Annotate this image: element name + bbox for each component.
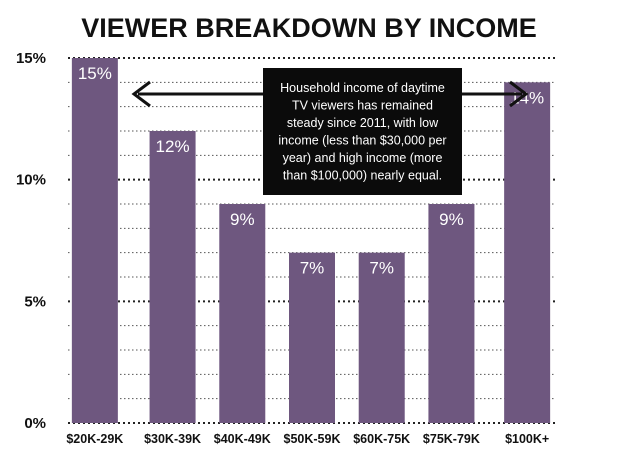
bar-value-label: 15%: [78, 64, 112, 83]
y-axis-ticks: 0% 5% 10% 15%: [16, 50, 46, 432]
x-tick-label: $30K-39K: [144, 432, 201, 446]
x-tick-label: $100K+: [505, 432, 549, 446]
bar: [428, 204, 475, 423]
annotation-line: Household income of daytime: [280, 81, 445, 95]
bar-value-label: 7%: [369, 259, 394, 278]
annotation-line: income (less than $30,000 per: [278, 134, 446, 148]
bar-value-label: 14%: [510, 88, 544, 107]
bar: [358, 252, 405, 423]
annotation-line: TV viewers has remained: [292, 99, 433, 113]
bar-value-label: 12%: [156, 137, 190, 156]
bar: [219, 204, 266, 423]
annotation-line: than $100,000) nearly equal.: [283, 169, 442, 183]
bar-value-label: 9%: [439, 210, 464, 229]
y-tick-label: 15%: [16, 50, 46, 67]
bar: [504, 82, 551, 423]
x-tick-label: $20K-29K: [66, 432, 123, 446]
bar: [149, 131, 196, 423]
x-tick-label: $40K-49K: [214, 432, 271, 446]
y-tick-label: 5%: [24, 293, 46, 310]
bar: [71, 58, 118, 423]
bars: 15% 12% 9% 7% 7% 9% 14%: [71, 58, 551, 423]
x-tick-label: $50K-59K: [284, 432, 341, 446]
arrow-head-left: [131, 80, 151, 108]
y-tick-label: 10%: [16, 172, 46, 189]
chart-title: VIEWER BREAKDOWN BY INCOME: [81, 13, 537, 43]
annotation: Household income of daytime TV viewers ha…: [131, 68, 529, 195]
annotation-box: [263, 68, 462, 195]
arrow-head-right: [509, 80, 529, 108]
bar-value-label: 9%: [230, 210, 255, 229]
x-tick-label: $60K-75K: [353, 432, 410, 446]
annotation-line: year) and high income (more: [283, 151, 443, 165]
x-axis-ticks: $20K-29K $30K-39K $40K-49K $50K-59K $60K-75K…: [66, 432, 549, 446]
x-tick-label: $75K-79K: [423, 432, 480, 446]
bar-value-label: 7%: [300, 259, 325, 278]
bar: [289, 252, 335, 423]
annotation-line: steady since 2011, with low: [287, 116, 439, 130]
y-tick-label: 0%: [24, 415, 46, 432]
